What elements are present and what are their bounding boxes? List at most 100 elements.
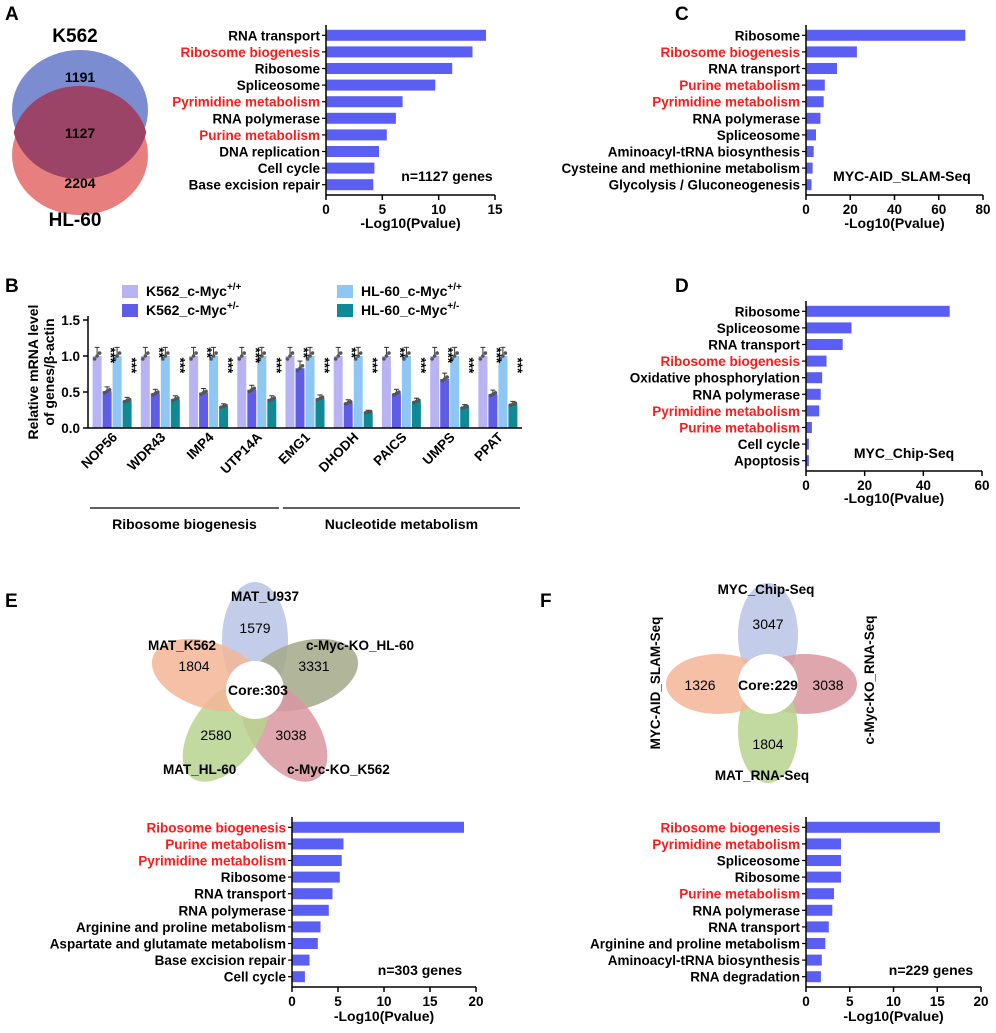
legend-swatch-3 — [337, 304, 353, 317]
x-axis-title: -Log10(Pvalue) — [844, 490, 944, 506]
significance-k562-umps: *** — [441, 347, 456, 364]
x-tick-label: 60 — [931, 202, 946, 217]
bar-glycolysis-gluconeogenesis — [806, 179, 812, 191]
category-label-aspartate-and-glutamate-metabolism: Aspartate and glutamate metabolism — [50, 937, 286, 952]
bar-arginine-and-proline-metabolism — [806, 938, 826, 949]
category-label-rna-transport: RNA transport — [708, 920, 800, 935]
replicate-point — [368, 409, 373, 414]
x-axis-title: -Log10(Pvalue) — [360, 215, 460, 231]
y-tick-label: 0.0 — [61, 421, 80, 436]
category-label-rna-transport: RNA transport — [228, 28, 320, 43]
bar-rna-transport — [806, 63, 837, 74]
category-label-cysteine-and-methionine-metabolism: Cysteine and methionine metabolism — [561, 161, 800, 176]
replicate-point — [498, 357, 503, 361]
x-tick-label: 10 — [886, 994, 901, 1009]
significance-k562-paics: ** — [392, 347, 407, 358]
x-tick-label: 15 — [487, 202, 503, 217]
flower-core-e — [226, 661, 284, 719]
replicate-point — [387, 351, 391, 355]
replicate-point — [257, 357, 262, 361]
category-label-glycolysis-gluconeogenesis: Glycolysis / Gluconeogenesis — [609, 178, 800, 193]
replicate-point — [465, 404, 469, 409]
core-count-e: Core:303 — [228, 682, 288, 698]
bar-rna-transport — [292, 888, 333, 900]
replicate-point — [163, 354, 168, 358]
bar-ppat-k562-c-myc — [488, 394, 498, 428]
category-label-ribosome-biogenesis: Ribosome biogenesis — [180, 45, 320, 60]
venn-hl60-only-count: 2204 — [64, 175, 95, 191]
category-label-ribosome-biogenesis: Ribosome biogenesis — [660, 354, 800, 369]
bar-paics-hl-60-c-myc — [411, 401, 421, 428]
bar-chart-e: Ribosome biogenesis Purine metabolism Pyri… — [50, 817, 484, 1024]
category-label-apoptosis: Apoptosis — [734, 454, 800, 469]
petal-value-mat-k562: 1804 — [178, 658, 209, 674]
category-label-rna-polymerase: RNA polymerase — [692, 903, 800, 918]
category-label-cell-cycle: Cell cycle — [224, 970, 287, 985]
replicate-point — [194, 351, 198, 355]
bar-base-excision-repair — [292, 954, 310, 966]
replicate-point — [308, 354, 312, 358]
legend-label-k562-c-myc: K562_c-Myc+/+ — [146, 282, 242, 299]
bar-ppat-hl-60-c-myc — [498, 356, 508, 428]
significance-hl60-ppat: *** — [510, 357, 525, 374]
x-axis-title: -Log10(Pvalue) — [843, 1008, 943, 1024]
bar-umps-hl-60-c-myc — [450, 356, 460, 428]
x-tick-label: 20 — [973, 994, 988, 1009]
replicate-point — [440, 379, 444, 383]
legend-swatch-2 — [337, 285, 353, 298]
core-count-f: Core:229 — [738, 677, 798, 693]
category-label-spliceosome: Spliceosome — [717, 321, 801, 336]
legend-swatch-1 — [122, 304, 138, 317]
bar-ribosome — [806, 29, 966, 41]
bar-arginine-and-proline-metabolism — [292, 921, 321, 933]
category-label-cell-cycle: Cell cycle — [258, 161, 321, 176]
bar-wdr43-k562-c-myc — [140, 356, 150, 428]
bar-imp4-hl-60-c-myc — [209, 356, 219, 428]
category-label-oxidative-phosphorylation: Oxidative phosphorylation — [630, 371, 800, 386]
panel-label-b: B — [5, 276, 19, 297]
bar-dhodh-hl-60-c-myc — [353, 356, 363, 428]
bar-rna-polymerase — [326, 112, 396, 124]
replicate-point — [237, 357, 242, 361]
petal-name-c-myc-ko-hl-60: c-Myc-KO_HL-60 — [306, 638, 414, 653]
bar-cell-cycle — [326, 162, 375, 174]
significance-hl60-emg1: *** — [317, 357, 332, 374]
bar-emg1-k562-c-myc — [295, 368, 305, 428]
bar-umps-k562-c-myc — [430, 356, 440, 428]
bar-chart-f: Ribosome biogenesis Pyrimidine metabolism… — [590, 817, 989, 1024]
category-label-cell-cycle: Cell cycle — [738, 437, 801, 452]
significance-hl60-nop56: *** — [124, 357, 139, 374]
bar-rna-polymerase — [806, 112, 821, 124]
bar-purine-metabolism — [292, 838, 344, 850]
replicate-point — [211, 354, 216, 358]
significance-hl60-umps: *** — [462, 357, 477, 374]
petal-value-mat-u937: 1579 — [239, 620, 270, 636]
category-label-arginine-and-proline-metabolism: Arginine and proline metabolism — [590, 937, 800, 952]
chart-annotation: n=303 genes — [378, 962, 463, 978]
bar-cysteine-and-methionine-metabolism — [806, 162, 813, 174]
replicate-point — [382, 357, 386, 361]
replicate-point — [127, 397, 132, 402]
category-label-ribosome-biogenesis: Ribosome biogenesis — [660, 820, 800, 835]
bar-rna-polymerase — [806, 904, 833, 916]
bar-wdr43-hl-60-c-myc — [160, 356, 170, 428]
x-tick-label: 10 — [376, 994, 391, 1009]
replicate-point — [189, 357, 193, 361]
chart-annotation: MYC-AID_SLAM-Seq — [833, 168, 971, 184]
category-label-ribosome: Ribosome — [221, 870, 287, 885]
replicate-point — [503, 351, 508, 355]
bar-nop56-k562-c-myc — [92, 356, 102, 428]
x-tick-label: 40 — [916, 478, 931, 493]
replicate-point — [407, 351, 411, 355]
category-label-rna-transport: RNA transport — [708, 338, 800, 353]
category-label-dna-replication: DNA replication — [219, 145, 320, 160]
panel-label-f: F — [540, 591, 552, 612]
bar-oxidative-phosphorylation — [806, 372, 823, 384]
bar-pyrimidine-metabolism — [806, 96, 824, 108]
bar-chart-a: RNA transport Ribosome biogenesis Ribosome… — [172, 25, 503, 231]
x-tick-label: 0 — [802, 478, 810, 493]
replicate-point — [191, 354, 196, 358]
category-label-base-excision-repair: Base excision repair — [189, 178, 321, 193]
replicate-point — [298, 366, 302, 371]
category-label-purine-metabolism: Purine metabolism — [679, 78, 800, 93]
